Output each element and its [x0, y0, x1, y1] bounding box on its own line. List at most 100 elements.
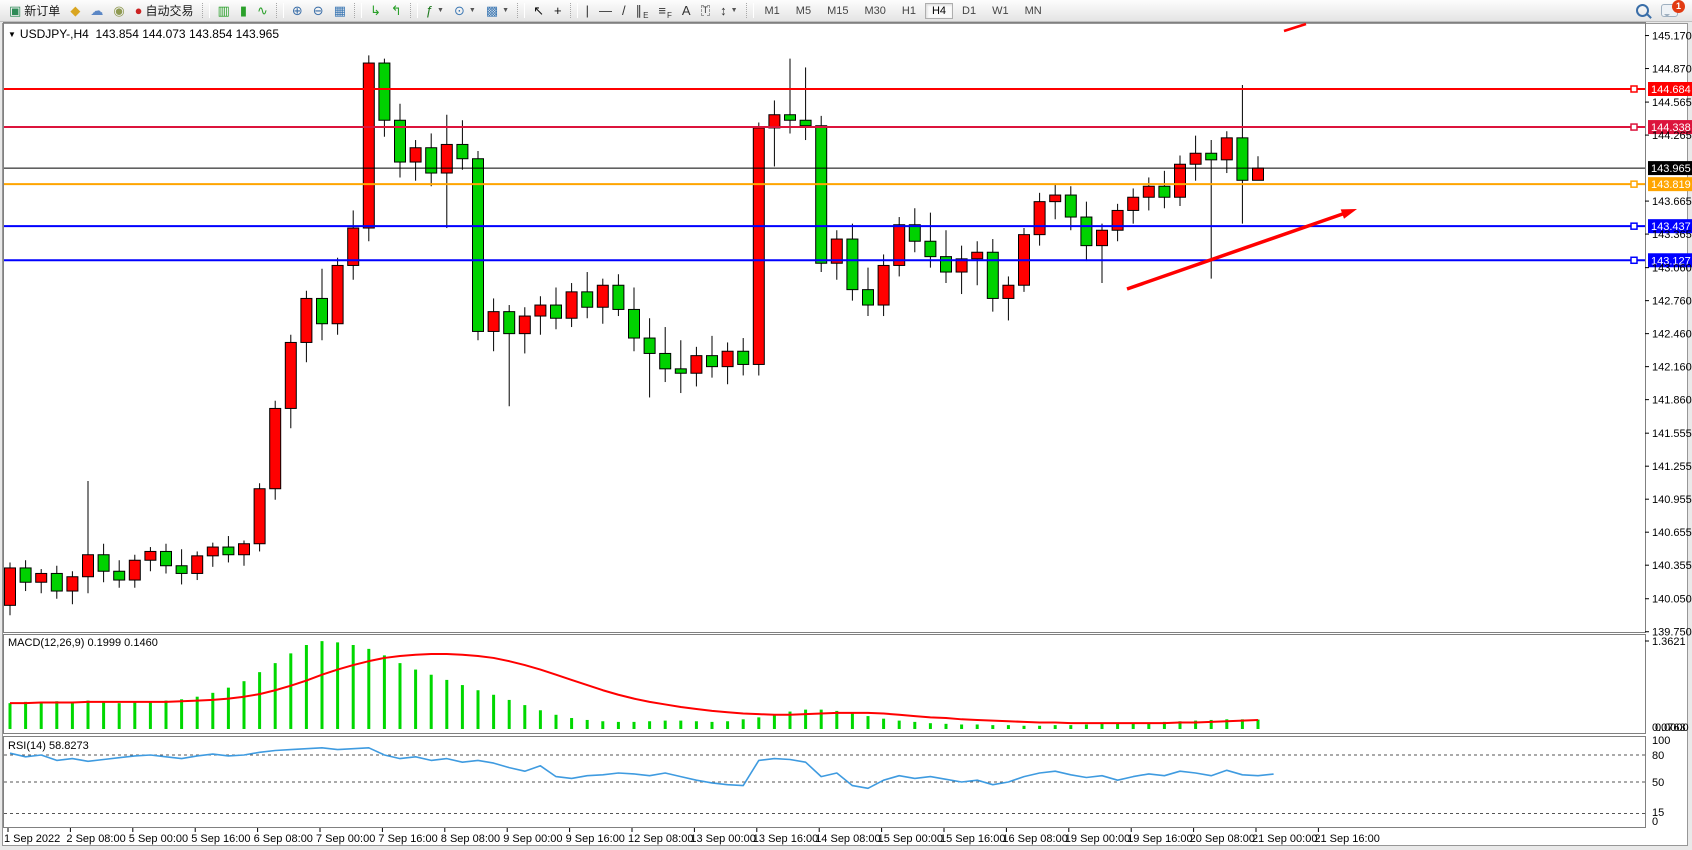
chart-collapse-icon[interactable]: ▼ — [8, 30, 16, 39]
candle-body — [1189, 152, 1202, 165]
bar-chart-button[interactable]: ▥ — [213, 0, 235, 21]
fibonacci-button[interactable]: ≡ F — [653, 0, 676, 21]
navigator-button[interactable]: ☁ — [85, 0, 108, 21]
candle-body — [612, 284, 625, 310]
search-icon[interactable] — [1636, 4, 1649, 17]
navigator-icon: ☁ — [90, 3, 104, 18]
line-handle[interactable] — [1630, 85, 1638, 93]
candle-body — [893, 224, 906, 266]
chevron-down-icon[interactable]: ▼ — [437, 7, 444, 14]
line-handle[interactable] — [1630, 256, 1638, 265]
candle-body — [706, 355, 718, 368]
candle-body — [581, 291, 594, 308]
text-button[interactable]: A — [677, 0, 696, 21]
crosshair-button[interactable]: + — [549, 0, 567, 21]
timeframe-h4-button[interactable]: H4 — [924, 2, 954, 19]
timeframe-w1-button[interactable]: W1 — [992, 4, 1009, 17]
main-toolbar: ▣ 新订单 ◆ ☁ ◉ ● 自动交易 ▥ ▮ ∿ ⊕ ⊖ ▦ ↳ ↰ ƒ ▼ ⊙ ▼ ▩ ▼ ↖ + | — / ∥ E ≡ F A T ↕ ▼ M… — [0, 0, 1692, 22]
line-handle[interactable] — [1630, 180, 1638, 188]
candle-body — [955, 258, 968, 273]
market-watch-button[interactable]: ◆ — [65, 0, 85, 21]
timeframe-mn-button[interactable]: MN — [1024, 4, 1042, 17]
trendline-button[interactable]: / — [617, 0, 631, 21]
candle-body — [1158, 185, 1171, 198]
community-chat-icon[interactable]: 1 — [1661, 0, 1685, 17]
timeframe-h1-button[interactable]: H1 — [901, 4, 916, 17]
candle-body — [206, 546, 219, 557]
time-axis: 1 Sep 2022 2 Sep 08:00 5 Sep 00:00 5 Sep 16… — [4, 828, 1380, 845]
auto-scroll-button[interactable]: ↳ — [365, 0, 386, 21]
candle-body — [191, 555, 204, 574]
cursor-button[interactable]: ↖ — [528, 0, 549, 21]
timeframe-m1-button[interactable]: M1 — [764, 4, 780, 17]
timeframe-m30-button[interactable]: M30 — [864, 4, 886, 17]
timeframe-m15-button[interactable]: M15 — [827, 4, 849, 17]
chart-window[interactable] — [2, 23, 1688, 846]
tile-windows-button[interactable]: ▦ — [329, 0, 351, 21]
zoom-in-button[interactable]: ⊕ — [287, 0, 308, 21]
indicators-button[interactable]: ƒ ▼ — [421, 0, 449, 21]
price-tick-label: 142.460 — [1652, 329, 1692, 341]
text-label-button[interactable]: T — [696, 0, 716, 21]
channel-button[interactable]: ∥ E — [631, 0, 654, 21]
candle-body — [846, 238, 859, 291]
arrows-button[interactable]: ↕ ▼ — [715, 0, 742, 21]
candle-body — [160, 550, 172, 567]
templates-button[interactable]: ▩ ▼ — [481, 0, 514, 21]
candle-body — [113, 570, 126, 581]
macd-axis-max: 1.3621 — [1652, 636, 1686, 648]
tile-windows-icon: ▦ — [333, 3, 346, 18]
line-handle[interactable] — [1630, 123, 1638, 131]
chevron-down-icon[interactable]: ▼ — [468, 7, 476, 14]
time-tick-label: 5 Sep 00:00 — [129, 833, 188, 845]
macd-pane[interactable] — [3, 634, 1646, 734]
clock-icon: ⊙ — [453, 3, 465, 18]
line-handle[interactable] — [1630, 222, 1638, 230]
trend-arrow[interactable] — [1126, 211, 1345, 291]
auto-trading-button[interactable]: ● 自动交易 — [130, 0, 199, 21]
time-tick-label: 19 Sep 00:00 — [1065, 833, 1130, 845]
chart-shift-button[interactable]: ↰ — [386, 0, 407, 21]
trend-arrow-head[interactable] — [1340, 209, 1357, 219]
candle-body — [815, 125, 828, 264]
rsi-pane[interactable] — [3, 736, 1646, 828]
candle-body — [50, 572, 63, 592]
template-icon: ▩ — [485, 3, 499, 18]
time-tick-label: 14 Sep 08:00 — [815, 833, 880, 845]
timeframe-m5-button[interactable]: M5 — [795, 4, 812, 17]
zoom-out-button[interactable]: ⊖ — [308, 0, 329, 21]
main-pane[interactable] — [3, 22, 1646, 633]
candle-body — [238, 543, 250, 556]
toolbar-separator — [275, 3, 284, 18]
toolbar-right-section: 1 — [1636, 0, 1688, 17]
line-chart-button[interactable]: ∿ — [252, 0, 273, 21]
chart-symbol-period: USDJPY-,H4 — [19, 27, 89, 41]
chevron-down-icon[interactable]: ▼ — [730, 7, 738, 14]
vertical-line-button[interactable]: | — [581, 0, 594, 21]
shift-marker[interactable] — [1283, 22, 1307, 33]
timeframe-d1-button[interactable]: D1 — [962, 4, 977, 17]
candle-body — [378, 62, 391, 121]
candle-body — [1205, 152, 1218, 161]
line-chart-icon: ∿ — [256, 3, 268, 18]
price-tick-label: 143.060 — [1652, 263, 1692, 275]
candle-body — [19, 567, 32, 583]
horizontal-line-button[interactable]: — — [594, 0, 617, 21]
time-tick-label: 12 Sep 08:00 — [628, 833, 693, 845]
time-tick-label: 21 Sep 00:00 — [1252, 833, 1317, 845]
signals-button[interactable]: ◉ — [108, 0, 129, 21]
periods-button[interactable]: ⊙ ▼ — [449, 0, 481, 21]
candle-body — [737, 350, 750, 365]
new-order-button[interactable]: ▣ 新订单 — [4, 0, 65, 21]
macd-axis-overlap: 0.0763 — [1652, 722, 1686, 734]
price-badge-label: 144.684 — [1651, 84, 1691, 96]
candle-body — [1174, 163, 1186, 198]
candlestick-chart-button[interactable]: ▮ — [235, 0, 252, 21]
horizontal-line-icon: — — [598, 3, 612, 18]
zoom-in-icon: ⊕ — [291, 3, 303, 18]
text-icon: A — [681, 3, 691, 18]
candle-body — [222, 546, 235, 556]
chevron-down-icon[interactable]: ▼ — [502, 7, 510, 14]
arrows-icon: ↕ — [720, 3, 727, 18]
